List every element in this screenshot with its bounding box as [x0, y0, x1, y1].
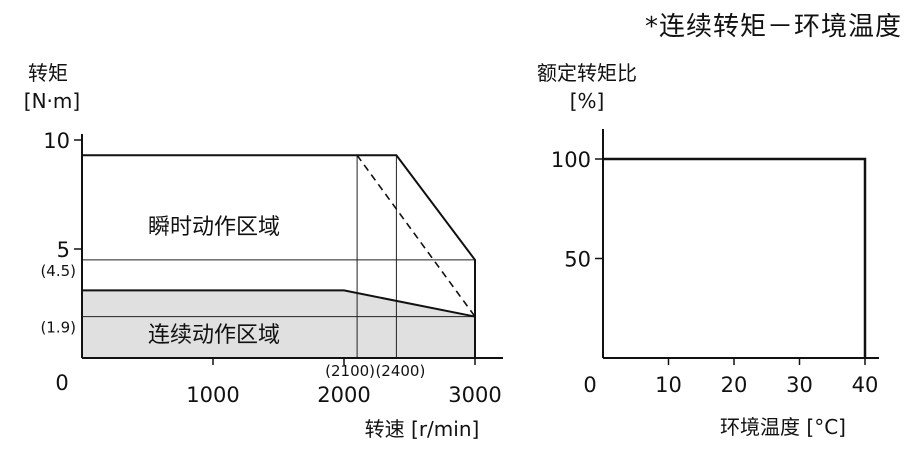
x-axis-label: 环境温度 [°C]	[720, 415, 846, 439]
x-tick-label: 1000	[186, 383, 239, 407]
x-tick-label: 20	[721, 373, 748, 397]
chart-note: *连续转矩－环境温度	[644, 12, 902, 42]
y-tick-label: 50	[564, 248, 591, 272]
x-tick-label: 10	[655, 373, 682, 397]
continuous-curve	[82, 289, 476, 318]
region-label-continuous: 连续动作区域	[148, 323, 280, 348]
x-tick-label: 3000	[448, 383, 501, 407]
x-tick-label: 2000	[317, 383, 370, 407]
y-mark-label: (4.5)	[40, 262, 76, 280]
y-tick-label: 5	[57, 238, 70, 262]
y-axis-unit: [N·m]	[24, 89, 80, 113]
y-mark-label: (1.9)	[40, 319, 76, 337]
region-label-instantaneous: 瞬时动作区域	[148, 215, 280, 240]
x-tick-label: 40	[852, 373, 879, 397]
x-axis-label: 转速 [r/min]	[365, 417, 480, 441]
y-axis-label: 额定转矩比	[537, 61, 637, 85]
y-axis-unit: [%]	[570, 89, 605, 113]
continuous-region-fill	[82, 290, 475, 358]
x-mark-label: (2400)	[375, 362, 425, 380]
instantaneous-curve	[82, 154, 476, 358]
dashed-boundary	[356, 154, 476, 318]
y-tick-label: 100	[551, 148, 591, 172]
rated-torque-line	[603, 157, 867, 358]
x-tick-label: 0	[55, 371, 68, 395]
y-axis-label: 转矩	[28, 61, 68, 85]
x-mark-label: (2100)	[325, 362, 375, 380]
x-tick-label: 30	[786, 373, 813, 397]
y-tick-label: 10	[43, 129, 70, 153]
x-tick-label: 0	[583, 373, 596, 397]
